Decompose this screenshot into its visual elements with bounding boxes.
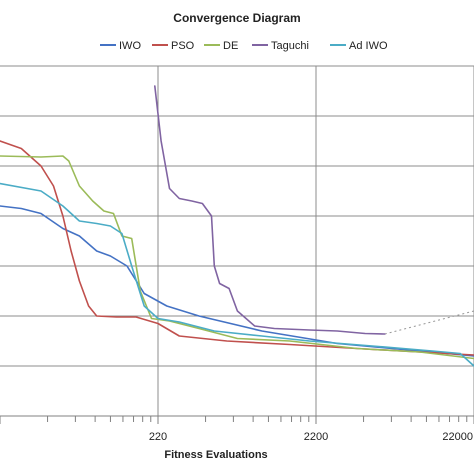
legend-label: Taguchi (271, 40, 309, 52)
series-line-ad-iwo (0, 182, 474, 367)
series-line-de (0, 155, 474, 360)
legend-entry-iwo: IWO (100, 40, 141, 52)
legend-entry-taguchi: Taguchi (252, 40, 309, 52)
x-tick-label: 22000 (442, 431, 473, 443)
legend-entry-de: DE (204, 40, 238, 52)
legend-label: PSO (171, 40, 195, 52)
x-ticks: 220 2200 22000 (149, 431, 473, 443)
axes (0, 415, 474, 424)
x-axis-label: Fitness Evaluations (164, 449, 267, 461)
legend-label: Ad IWO (349, 40, 388, 52)
chart-title: Convergence Diagram (173, 11, 300, 25)
dotted-trend-line (384, 310, 474, 335)
series-line-taguchi (154, 85, 386, 335)
series-line-pso (0, 140, 474, 356)
x-tick-label: 2200 (304, 431, 328, 443)
legend-label: DE (223, 40, 238, 52)
plot-series (0, 85, 474, 367)
series-line-iwo (0, 205, 474, 357)
legend-entry-ad-iwo: Ad IWO (330, 40, 388, 52)
grid (0, 65, 474, 416)
legend-entry-pso: PSO (152, 40, 195, 52)
legend-label: IWO (119, 40, 141, 52)
x-tick-label: 220 (149, 431, 167, 443)
legend: IWO PSO DE Taguchi Ad IWO (100, 40, 388, 52)
